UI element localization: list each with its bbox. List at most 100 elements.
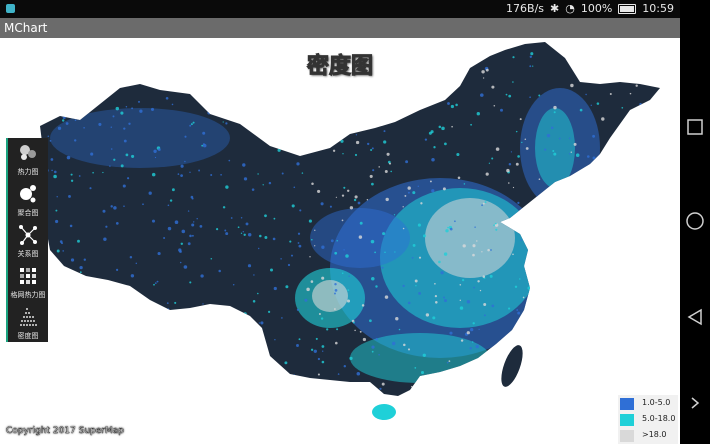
- density-point: [332, 149, 336, 152]
- recents-button[interactable]: [680, 112, 710, 142]
- copyright-text: Copyright 2017 SuperMap: [6, 426, 124, 436]
- density-point: [308, 219, 312, 223]
- density-point: [508, 94, 512, 98]
- density-point: [202, 143, 205, 146]
- map-canvas[interactable]: [0, 38, 680, 444]
- home-button[interactable]: [680, 206, 710, 236]
- density-point: [609, 92, 612, 96]
- density-point: [508, 182, 510, 184]
- density-point: [321, 345, 325, 348]
- density-point: [333, 308, 336, 310]
- density-point: [65, 366, 69, 371]
- density-point: [367, 142, 370, 146]
- tool-heatmap-label: 热力图: [17, 168, 39, 176]
- density-point: [549, 327, 552, 329]
- density-point: [443, 296, 445, 299]
- density-point: [652, 200, 657, 204]
- density-point: [213, 374, 216, 377]
- density-point: [637, 318, 641, 322]
- density-point: [43, 117, 46, 119]
- density-point: [551, 402, 552, 403]
- density-point: [495, 228, 498, 231]
- app-title: MChart: [4, 21, 48, 35]
- tool-relation[interactable]: 关系图: [8, 220, 48, 260]
- tool-grid-heatmap[interactable]: 格网热力图: [8, 261, 48, 301]
- density-point: [457, 176, 461, 180]
- density-point: [529, 65, 532, 68]
- density-point: [625, 162, 628, 165]
- density-point: [355, 140, 360, 145]
- density-point: [650, 270, 652, 273]
- back-button[interactable]: [680, 302, 710, 332]
- density-point: [53, 174, 57, 179]
- density-point: [418, 256, 422, 259]
- density-point: [90, 152, 94, 156]
- density-point: [196, 83, 199, 85]
- density-point: [199, 225, 203, 228]
- density-point: [550, 314, 554, 317]
- density-point: [167, 204, 170, 207]
- density-point: [238, 332, 242, 336]
- density-point: [382, 96, 384, 98]
- density-point: [280, 258, 282, 260]
- density-point: [243, 233, 246, 236]
- density-point: [155, 382, 159, 386]
- density-point: [608, 178, 610, 181]
- density-point: [122, 184, 126, 188]
- density-point: [298, 244, 302, 248]
- density-point: [228, 159, 231, 162]
- density-point: [370, 123, 373, 127]
- density-point: [654, 248, 657, 252]
- density-point: [175, 310, 179, 314]
- density-point: [649, 165, 653, 170]
- density-point: [482, 77, 485, 79]
- density-point: [565, 256, 569, 260]
- density-point: [532, 312, 535, 314]
- density-point: [42, 366, 46, 370]
- density-point: [201, 144, 204, 147]
- density-point: [55, 209, 58, 212]
- density-point: [339, 137, 342, 140]
- density-point: [306, 287, 310, 292]
- density-point: [609, 269, 613, 273]
- density-point: [382, 91, 385, 94]
- density-point: [639, 103, 642, 106]
- density-point: [575, 153, 580, 157]
- density-point: [51, 285, 55, 288]
- tool-density[interactable]: 密度图: [8, 302, 48, 342]
- density-point: [399, 100, 402, 103]
- density-point: [190, 123, 193, 126]
- density-point: [626, 155, 631, 159]
- density-point: [115, 268, 119, 272]
- density-point: [361, 120, 365, 125]
- density-point: [103, 237, 107, 241]
- expand-button[interactable]: [680, 388, 710, 418]
- density-point: [126, 353, 130, 357]
- density-point: [491, 304, 495, 308]
- tool-heatmap[interactable]: 热力图: [8, 138, 48, 178]
- density-point: [287, 263, 291, 267]
- density-point: [443, 252, 448, 256]
- density-point: [552, 401, 555, 404]
- tool-cluster[interactable]: 聚合图: [8, 179, 48, 219]
- density-point: [522, 296, 525, 299]
- density-point: [77, 95, 81, 99]
- density-point: [262, 137, 265, 140]
- density-point: [532, 65, 534, 67]
- density-point: [529, 96, 531, 98]
- density-point: [189, 124, 192, 127]
- density-point: [649, 281, 653, 284]
- density-point: [112, 115, 115, 118]
- china-density-map[interactable]: [0, 38, 680, 444]
- density-point: [471, 341, 474, 343]
- density-point: [89, 187, 92, 190]
- density-point: [317, 189, 321, 193]
- density-point: [417, 185, 419, 187]
- density-point: [451, 125, 453, 128]
- density-point: [123, 139, 127, 143]
- density-point: [341, 272, 344, 274]
- bluetooth-icon: ✱: [550, 2, 560, 15]
- density-point: [358, 235, 363, 239]
- density-point: [379, 90, 382, 92]
- density-point: [485, 172, 489, 176]
